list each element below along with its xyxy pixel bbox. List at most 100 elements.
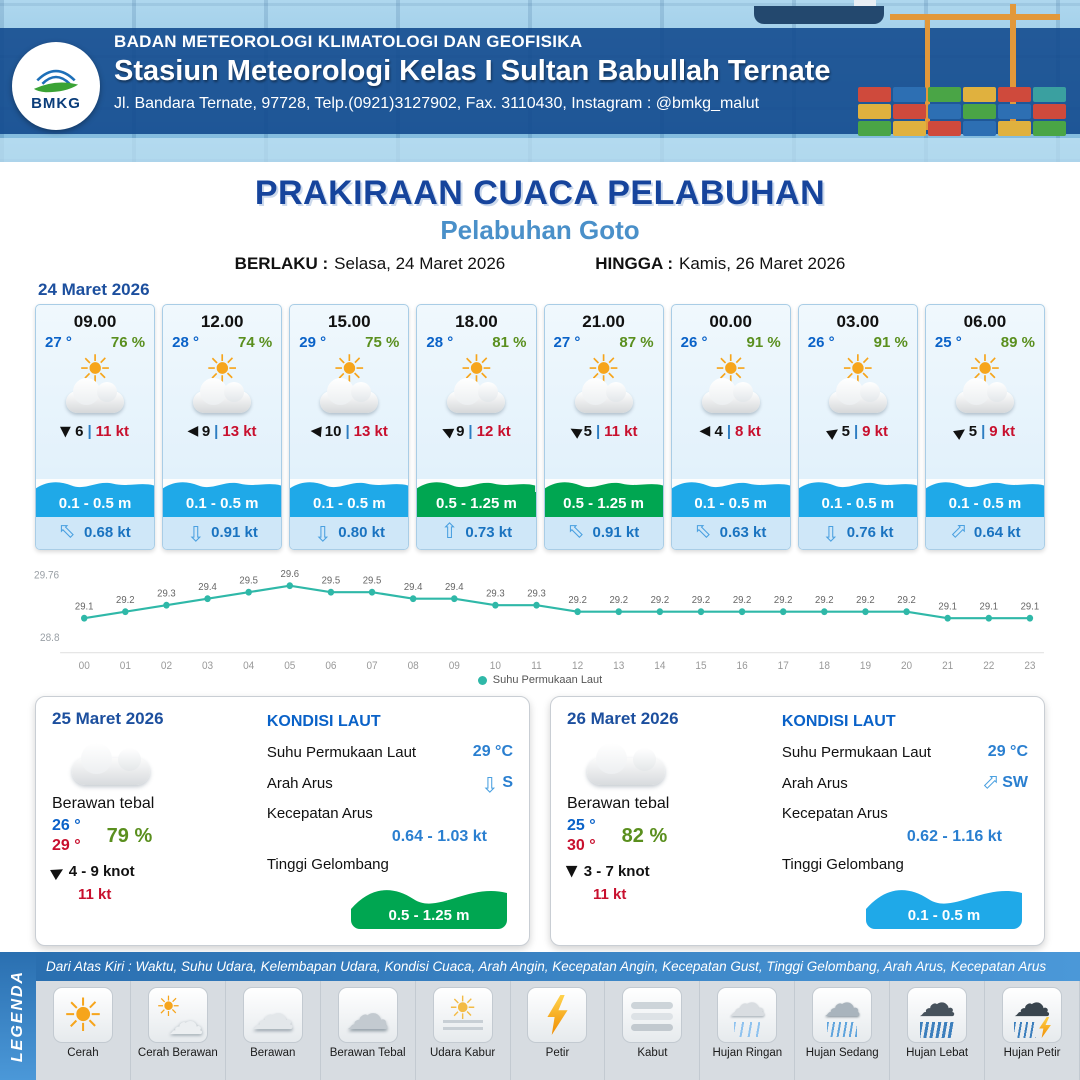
svg-text:03: 03	[202, 661, 213, 672]
wind-direction-icon: ▶	[187, 424, 198, 440]
svg-text:05: 05	[284, 661, 295, 672]
current-speed-label: Kecepatan Arus	[266, 805, 373, 822]
wind-gust: 9 kt	[862, 423, 889, 440]
cloud-icon	[587, 737, 671, 789]
cloud-icon	[574, 378, 633, 413]
forecast-card: 03.00 26 ° 91 % ☀ ▶ 5 | 9 kt 0.1 - 0.5 m…	[797, 304, 918, 550]
valid-to: HINGGA : Kamis, 26 Maret 2026	[595, 254, 845, 274]
partly-cloudy-icon: ☀	[417, 351, 535, 421]
legend-icon-box	[1002, 987, 1063, 1043]
air-temperature: 29 °	[299, 334, 327, 351]
temp-humidity-row: 29 ° 75 %	[290, 334, 408, 351]
wind-direction-icon: ▶	[59, 426, 75, 437]
wind-gust: 9 kt	[989, 423, 1016, 440]
cloud-icon	[828, 378, 887, 413]
legend-icon-box	[432, 987, 493, 1043]
wave-crest-icon	[417, 482, 536, 492]
wind-speed: 9	[201, 423, 211, 440]
separator: |	[981, 423, 986, 440]
wave-height-label: Tinggi Gelombang	[781, 856, 904, 873]
current-row: ⇧ 0.76 kt	[798, 517, 917, 549]
humidity: 75 %	[365, 334, 400, 351]
humidity: 87 %	[619, 334, 654, 351]
wind-gust: 8 kt	[735, 423, 761, 440]
legend-item: Hujan Sedang	[795, 981, 891, 1080]
wave-height: 0.1 - 0.5 m	[925, 492, 1044, 517]
cloud-icon	[955, 378, 1014, 413]
wind-speed: 9	[456, 423, 465, 440]
forecast-card: 18.00 28 ° 81 % ☀ ▶ 9 | 12 kt 0.5 - 1.25…	[416, 304, 537, 550]
wind-gust: 13 kt	[353, 423, 388, 440]
current-direction-icon: ⇧	[561, 517, 591, 547]
daily-wind: ▶ 4 - 9 knot	[48, 861, 255, 880]
svg-text:19: 19	[860, 661, 871, 672]
air-temperature: 28 °	[172, 334, 199, 351]
cloud-icon	[701, 378, 760, 413]
forecast-card: 06.00 25 ° 89 % ☀ ▶ 5 | 9 kt 0.1 - 0.5 m…	[924, 304, 1045, 550]
svg-text:29.5: 29.5	[322, 575, 341, 586]
svg-text:29.2: 29.2	[651, 595, 670, 606]
wave-crest-icon	[544, 482, 663, 492]
svg-text:10: 10	[490, 661, 501, 672]
forecast-time: 09.00	[73, 312, 117, 331]
legend-item-label: Cerah	[67, 1047, 99, 1059]
legend-item: Cerah	[36, 981, 131, 1080]
temp-humidity-row: 27 ° 87 %	[545, 334, 663, 351]
chart-legend-label: Suhu Permukaan Laut	[492, 674, 603, 686]
wave-height: 0.5 - 1.25 m	[544, 492, 663, 517]
wind-range: 3 - 7 knot	[583, 863, 650, 880]
svg-text:18: 18	[819, 661, 830, 672]
current-direction-icon: ⇧	[944, 517, 973, 547]
forecast-time: 06.00	[963, 312, 1007, 331]
air-temperature: 25 °	[934, 334, 962, 351]
current-direction-value: S	[502, 774, 513, 791]
svg-text:21: 21	[942, 661, 953, 672]
current-direction-label: Arah Arus	[781, 774, 848, 792]
legend-icon-box	[812, 987, 873, 1043]
air-temperature: 28 °	[426, 334, 454, 351]
wind-range: 4 - 9 knot	[68, 863, 135, 880]
sea-conditions: KONDISI LAUT Suhu Permukaan Laut 29 °C A…	[782, 709, 1028, 933]
current-direction-icon: ⇧	[53, 517, 83, 547]
cloud-icon	[193, 378, 252, 413]
forecast-time: 21.00	[582, 312, 625, 331]
legend-item: Hujan Petir	[985, 981, 1080, 1080]
header-text: BADAN METEOROLOGI KLIMATOLOGI DAN GEOFIS…	[114, 32, 831, 113]
valid-to-label: HINGGA :	[595, 254, 673, 273]
wind-row: ▶ 9 | 13 kt	[163, 421, 281, 444]
wind-gust: 11 kt	[604, 423, 638, 440]
current-speed: 0.64 kt	[973, 523, 1021, 541]
separator: |	[87, 423, 92, 440]
partly-cloudy-icon: ☀	[36, 351, 154, 421]
svg-text:08: 08	[408, 661, 419, 672]
wave-height-band: 0.1 - 0.5 m	[798, 479, 917, 517]
legend-description: Dari Atas Kiri : Waktu, Suhu Udara, Kele…	[36, 952, 1080, 981]
port-name: Pelabuhan Goto	[440, 215, 640, 245]
legend-item-label: Hujan Ringan	[712, 1047, 783, 1059]
svg-text:09: 09	[449, 661, 460, 672]
current-row: ⇧ 0.80 kt	[290, 517, 409, 549]
humidity: 91 %	[873, 334, 908, 351]
validity-row: BERLAKU : Selasa, 24 Maret 2026 HINGGA : K…	[0, 254, 1080, 274]
agency-name: BADAN METEOROLOGI KLIMATOLOGI DAN GEOFIS…	[114, 32, 583, 51]
cloud-icon	[247, 992, 299, 1038]
daily-condition: Berawan tebal	[567, 795, 670, 812]
svg-text:29.4: 29.4	[404, 582, 423, 593]
wind-row: ▶ 5 | 11 kt	[545, 421, 663, 444]
wind-row: ▶ 9 | 12 kt	[417, 421, 535, 444]
legend-item-label: Berawan	[250, 1047, 296, 1059]
legend-icon-box	[147, 987, 208, 1043]
wind-row: ▶ 10 | 13 kt	[290, 421, 408, 444]
current-row: ⇧ 0.64 kt	[925, 517, 1044, 549]
sea-conditions-heading: KONDISI LAUT	[781, 713, 896, 730]
legend-item-label: Hujan Sedang	[805, 1047, 879, 1059]
current-direction-label: Arah Arus	[266, 774, 333, 792]
current-direction-value: SW	[1002, 774, 1028, 791]
daily-temps: 25 ° 30 ° 82 %	[567, 817, 770, 855]
wind-direction-icon: ▶	[564, 866, 581, 877]
humidity: 74 %	[238, 334, 273, 351]
air-temperature: 27 °	[45, 334, 72, 351]
current-direction-icon: ⇧	[186, 521, 205, 544]
wave-height-graphic: 0.5 - 1.25 m	[351, 877, 507, 929]
wind-gust: 11 kt	[95, 423, 130, 440]
